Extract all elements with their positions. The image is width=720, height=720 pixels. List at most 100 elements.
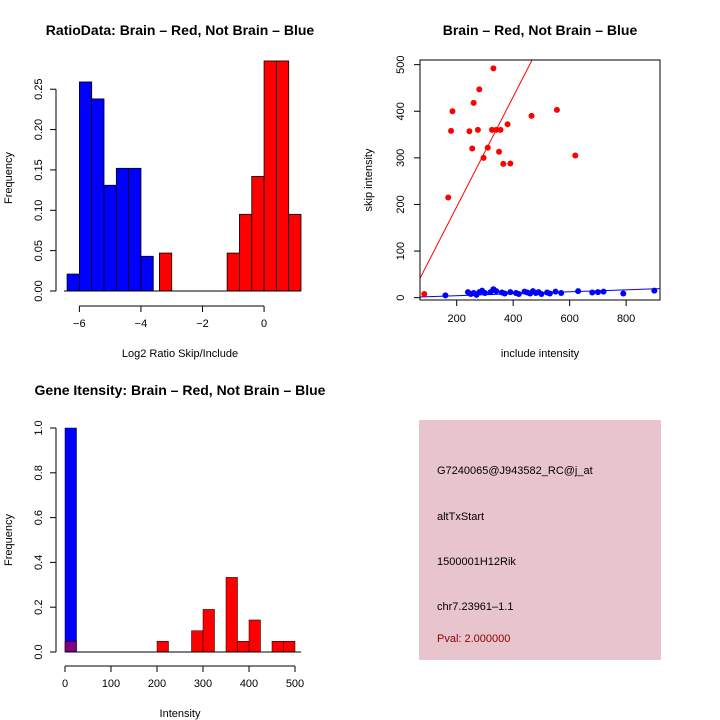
pval-text: Pval: 2.000000 bbox=[437, 633, 510, 645]
y-tick-label: 300 bbox=[395, 149, 407, 167]
y-tick-label: 100 bbox=[395, 242, 407, 260]
bar-not-brain-5 bbox=[128, 167, 142, 292]
point-not-brain-29 bbox=[594, 289, 601, 296]
ratio-histogram-y-label: Frequency bbox=[3, 152, 15, 204]
y-tick-label: 500 bbox=[395, 55, 407, 73]
ratio-histogram-title: RatioData: Brain – Red, Not Brain – Blue bbox=[46, 22, 315, 38]
bar-not-brain-2 bbox=[91, 98, 105, 292]
scatter-title: Brain – Red, Not Brain – Blue bbox=[443, 22, 638, 38]
x-tick-label: 0 bbox=[62, 678, 68, 690]
x-tick-label: 400 bbox=[504, 313, 522, 325]
y-tick-label: 0.15 bbox=[33, 159, 45, 180]
point-brain-0 bbox=[421, 290, 428, 297]
scatter-y-label: skip intensity bbox=[363, 148, 375, 211]
point-brain-18 bbox=[507, 160, 514, 167]
y-tick-label: 0.25 bbox=[33, 79, 45, 100]
x-tick-label: −2 bbox=[196, 318, 209, 330]
fit-line-0 bbox=[420, 60, 533, 279]
bar-brain-5 bbox=[275, 60, 290, 292]
ratio-histogram-panel: RatioData: Brain – Red, Not Brain – Blue… bbox=[3, 22, 314, 360]
point-not-brain-32 bbox=[651, 287, 658, 294]
y-tick-label: 0.10 bbox=[33, 200, 45, 221]
point-not-brain-28 bbox=[589, 289, 596, 296]
y-tick-label: 0 bbox=[395, 295, 407, 301]
x-tick-label: 500 bbox=[286, 678, 304, 690]
point-not-brain-12 bbox=[501, 290, 508, 297]
bar-not-brain-0 bbox=[66, 273, 80, 292]
ratio-histogram-y-axis: 0.00 0.05 0.10 0.15 0.20 0.25 bbox=[33, 79, 57, 302]
scatter-points bbox=[421, 65, 658, 299]
bar-brain-4 bbox=[263, 60, 277, 292]
y-tick-label: 1.0 bbox=[33, 420, 45, 435]
info-panel: G7240065@J943582_RC@j_at altTxStart 1500… bbox=[419, 420, 661, 660]
point-not-brain-22 bbox=[538, 290, 545, 297]
point-brain-9 bbox=[480, 154, 487, 161]
point-not-brain-31 bbox=[620, 290, 627, 297]
point-not-brain-7 bbox=[481, 290, 488, 297]
point-not-brain-27 bbox=[575, 288, 582, 295]
bar-brain-0 bbox=[159, 252, 173, 292]
intensity-histogram-panel: Gene Itensity: Brain – Red, Not Brain – … bbox=[3, 382, 326, 720]
point-brain-1 bbox=[445, 194, 452, 201]
scatter-y-axis: 0 100 200 300 400 500 bbox=[395, 55, 420, 301]
bar-brain-2 bbox=[239, 213, 253, 292]
point-not-brain-10 bbox=[493, 288, 500, 295]
x-tick-label: 800 bbox=[617, 313, 635, 325]
y-tick-label: 400 bbox=[395, 102, 407, 120]
ratio-histogram-bars bbox=[66, 60, 302, 292]
intensity-histogram-x-axis: 0 100 200 300 400 500 bbox=[62, 665, 304, 690]
bar-brain-3 bbox=[251, 175, 265, 292]
point-not-brain-26 bbox=[558, 290, 565, 297]
point-not-brain-25 bbox=[552, 288, 559, 295]
bar-brain-6 bbox=[288, 213, 302, 292]
point-not-brain-15 bbox=[515, 290, 522, 297]
scatter-x-label: include intensity bbox=[501, 348, 580, 360]
x-tick-label: 300 bbox=[194, 678, 212, 690]
event-type-text: altTxStart bbox=[437, 511, 484, 523]
point-brain-12 bbox=[490, 65, 497, 72]
bar-brain-0 bbox=[156, 640, 169, 653]
y-tick-label: 0.6 bbox=[33, 510, 45, 525]
bar-brain-2 bbox=[202, 609, 215, 653]
scatter-fit-lines bbox=[420, 60, 660, 298]
intensity-histogram-bars bbox=[64, 427, 301, 653]
point-brain-11 bbox=[489, 126, 495, 133]
point-brain-5 bbox=[469, 145, 476, 152]
x-tick-label: −6 bbox=[73, 318, 86, 330]
point-brain-17 bbox=[504, 121, 511, 128]
y-tick-label: 0.2 bbox=[33, 600, 45, 615]
scatter-panel: Brain – Red, Not Brain – Blue 200 400 600 8… bbox=[363, 22, 661, 360]
scatter-x-axis: 200 400 600 800 bbox=[448, 300, 635, 325]
intensity-histogram-x-label: Intensity bbox=[160, 708, 201, 720]
point-brain-14 bbox=[496, 148, 503, 155]
y-tick-label: 0.00 bbox=[33, 280, 45, 301]
point-not-brain-0 bbox=[442, 292, 449, 299]
bar-not-brain-1 bbox=[78, 81, 93, 292]
point-not-brain-30 bbox=[600, 288, 607, 295]
y-tick-label: 0.8 bbox=[33, 465, 45, 480]
ratio-histogram-x-axis: −6 −4 −2 0 bbox=[73, 305, 267, 330]
bar-not-brain-3 bbox=[103, 184, 117, 292]
bar-brain-1 bbox=[191, 630, 204, 653]
point-brain-19 bbox=[528, 112, 535, 119]
intensity-histogram-y-label: Frequency bbox=[3, 514, 15, 566]
y-tick-label: 0.05 bbox=[33, 240, 45, 261]
bar-brain-4 bbox=[237, 640, 250, 653]
bar-not-brain-6 bbox=[140, 255, 154, 292]
info-box bbox=[419, 420, 661, 660]
point-brain-6 bbox=[470, 99, 477, 106]
x-tick-label: 200 bbox=[148, 678, 166, 690]
x-tick-label: 600 bbox=[560, 313, 578, 325]
probe-id-text: G7240065@J943582_RC@j_at bbox=[437, 465, 593, 477]
point-brain-2 bbox=[448, 127, 455, 134]
point-not-brain-24 bbox=[546, 290, 553, 297]
y-tick-label: 0.20 bbox=[33, 119, 45, 140]
intensity-histogram-title: Gene Itensity: Brain – Red, Not Brain – … bbox=[35, 382, 326, 398]
point-brain-10 bbox=[484, 144, 491, 151]
point-brain-13 bbox=[493, 126, 500, 133]
scatter-plot-box bbox=[419, 59, 661, 301]
intensity-histogram-y-axis: 0.0 0.2 0.4 0.6 0.8 1.0 bbox=[33, 420, 57, 660]
y-tick-label: 0.4 bbox=[33, 555, 45, 570]
point-brain-7 bbox=[474, 126, 481, 133]
